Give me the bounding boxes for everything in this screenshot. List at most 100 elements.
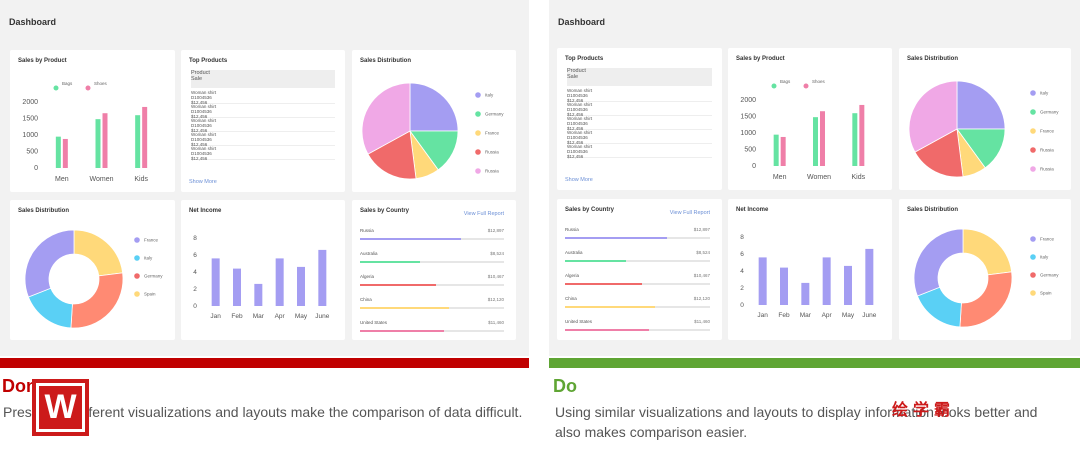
product-sale: $12,456 <box>191 114 208 119</box>
country-fill <box>360 238 461 240</box>
card-title: Sales by Country <box>565 207 615 213</box>
legend-swatch <box>1030 254 1036 260</box>
country-fill <box>565 306 655 308</box>
y-tick-label: 4 <box>193 269 197 276</box>
y-tick-label: 0 <box>752 163 756 170</box>
y-tick-label: 8 <box>740 234 744 241</box>
country-value: $10,467 <box>693 273 710 278</box>
card-title: Sales by Product <box>18 58 67 64</box>
bar <box>62 138 68 168</box>
top-products-card: Top Products Product Sale Woman shirt D1004… <box>557 48 722 190</box>
country-row: China $12,120 <box>360 295 504 317</box>
dashboard-do: Dashboard Top Products Product Sale Woman … <box>549 0 1080 356</box>
country-row: United States $11,460 <box>565 317 710 339</box>
bar <box>865 248 874 305</box>
legend-swatch <box>1030 236 1036 242</box>
country-name: China <box>360 297 372 302</box>
country-fill <box>360 330 444 332</box>
card-title: Top Products <box>565 56 604 62</box>
country-track <box>360 330 504 332</box>
legend-label: Italy <box>1040 91 1049 96</box>
x-tick-label: Mar <box>800 312 812 319</box>
legend-swatch <box>803 83 809 89</box>
donut-slice <box>959 271 1013 328</box>
country-value: $12,897 <box>487 228 504 233</box>
table-row: Woman shirt D1004536 $12,456 <box>191 146 335 161</box>
bar <box>233 268 241 306</box>
bar <box>813 117 818 166</box>
product-name: Woman shirt <box>191 118 217 123</box>
country-name: United States <box>360 320 388 325</box>
bar <box>55 136 61 168</box>
y-tick-label: 2 <box>740 285 744 292</box>
product-name: Woman shirt <box>567 88 593 93</box>
bar <box>142 106 148 168</box>
country-row: Algeria $10,467 <box>565 271 710 293</box>
card-title: Sales Distribution <box>907 207 959 213</box>
x-tick-label: Feb <box>778 312 790 319</box>
bar <box>758 257 767 305</box>
legend-swatch <box>1030 147 1036 153</box>
bar <box>822 257 831 305</box>
bar <box>780 136 786 166</box>
legend-swatch <box>85 85 91 91</box>
legend-swatch <box>771 83 777 89</box>
product-name: Woman shirt <box>567 116 593 121</box>
legend-swatch <box>134 255 140 261</box>
country-row: Russia $12,897 <box>565 225 710 247</box>
y-tick-label: 1500 <box>740 114 756 121</box>
legend-label: Shoes <box>94 81 108 86</box>
x-tick-label: May <box>295 313 308 320</box>
country-row: United States $11,460 <box>360 318 504 340</box>
x-tick-label: June <box>862 312 876 319</box>
product-sale: $12,456 <box>191 128 208 133</box>
table-row: Woman shirt D1004536 $12,456 <box>567 116 712 131</box>
country-value: $8,524 <box>696 250 710 255</box>
dashboard-title: Dashboard <box>9 17 57 27</box>
country-value: $11,460 <box>488 320 504 325</box>
y-tick-label: 1000 <box>740 130 756 137</box>
net-income-card: Net Income 8 6 4 2 0 Jan Feb Mar Apr May June <box>728 199 892 340</box>
x-tick-label: Men <box>773 174 787 181</box>
view-full-report-link[interactable]: View Full Report <box>669 210 710 216</box>
country-track <box>565 237 710 239</box>
table-header: Product Sale <box>567 68 712 86</box>
legend-swatch <box>1030 166 1036 172</box>
x-tick-label: May <box>842 312 855 319</box>
bar <box>820 111 825 166</box>
pie-slice <box>956 80 1006 130</box>
country-fill <box>565 329 650 331</box>
country-name: Australia <box>565 250 583 255</box>
sales-by-product-card: Sales by Product Bags Shoes 2000 1500 1000 50… <box>728 48 892 190</box>
net-income-chart: 8 6 4 2 0 Jan Feb Mar Apr May June <box>740 234 877 319</box>
country-name: Algeria <box>565 273 580 278</box>
product-sale: $12,456 <box>191 156 208 161</box>
card-title: Top Products <box>189 58 228 64</box>
bar <box>318 249 327 306</box>
view-full-report-link[interactable]: View Full Report <box>463 211 504 217</box>
net-income-chart: 8 6 4 2 0 Jan Feb Mar Apr May June <box>193 235 330 320</box>
show-more-link[interactable]: Show More <box>189 179 217 185</box>
column-header-sale: Sale <box>191 76 203 82</box>
table-row: Woman shirt D1004536 $12,456 <box>567 144 712 159</box>
product-code: D1004536 <box>567 135 588 140</box>
country-name: Russia <box>360 228 374 233</box>
legend-swatch <box>475 149 481 155</box>
bar <box>859 104 865 166</box>
product-sale: $12,456 <box>567 140 584 145</box>
bar <box>211 258 220 306</box>
legend-swatch <box>475 92 481 98</box>
product-code: D1004536 <box>191 151 212 156</box>
bar <box>102 113 108 168</box>
country-fill <box>565 237 667 239</box>
legend-label: Germany <box>144 274 163 279</box>
table-row: Woman shirt D1004536 $12,456 <box>191 90 335 105</box>
legend-label: Russia <box>1040 167 1054 172</box>
x-tick-label: Women <box>90 176 114 183</box>
show-more-link[interactable]: Show More <box>565 177 593 183</box>
country-value: $10,467 <box>487 274 504 279</box>
country-track <box>360 284 504 286</box>
card-title: Sales Distribution <box>360 58 412 64</box>
country-name: United States <box>565 319 593 324</box>
legend-label: Germany <box>485 112 504 117</box>
